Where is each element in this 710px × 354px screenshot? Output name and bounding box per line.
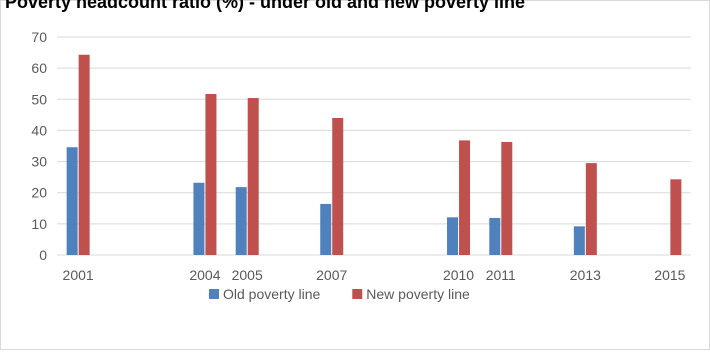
y-tick-label: 70	[31, 29, 47, 45]
x-tick-label: 2010	[443, 267, 474, 283]
bar-old-2011	[489, 217, 501, 255]
bar-new-2007	[332, 117, 344, 255]
x-tick-label: 2005	[232, 267, 263, 283]
y-tick-label: 30	[31, 154, 47, 170]
x-tick-label: 2015	[654, 267, 685, 283]
bar-old-2004	[193, 182, 205, 255]
bar-old-2005	[235, 187, 247, 255]
y-tick-label: 50	[31, 91, 47, 107]
x-tick-label: 2004	[189, 267, 220, 283]
y-tick-label: 10	[31, 216, 47, 232]
bar-old-2010	[447, 217, 459, 255]
chart-title: Poverty headcount ratio (%) - under old …	[5, 0, 526, 12]
y-tick-label: 60	[31, 60, 47, 76]
x-tick-label: 2007	[316, 267, 347, 283]
y-tick-label: 40	[31, 122, 47, 138]
legend-swatch-new	[352, 289, 363, 299]
x-tick-label: 2001	[63, 267, 94, 283]
y-tick-label: 0	[39, 247, 47, 263]
legend-label-new: New poverty line	[366, 286, 470, 302]
bar-new-2015	[670, 179, 682, 255]
bar-old-2001	[66, 147, 78, 255]
bar-new-2001	[78, 54, 90, 255]
bar-new-2011	[501, 141, 513, 255]
bar-new-2010	[459, 140, 471, 255]
bar-new-2005	[247, 98, 259, 255]
bar-old-2007	[320, 203, 332, 255]
legend-label-old: Old poverty line	[223, 286, 320, 302]
y-tick-label: 20	[31, 185, 47, 201]
legend-swatch-old	[209, 289, 219, 299]
x-tick-label: 2013	[570, 267, 601, 283]
bar-new-2013	[585, 163, 597, 255]
x-tick-label: 2011	[486, 267, 516, 283]
bar-old-2013	[573, 226, 585, 255]
bar-new-2004	[205, 93, 217, 256]
